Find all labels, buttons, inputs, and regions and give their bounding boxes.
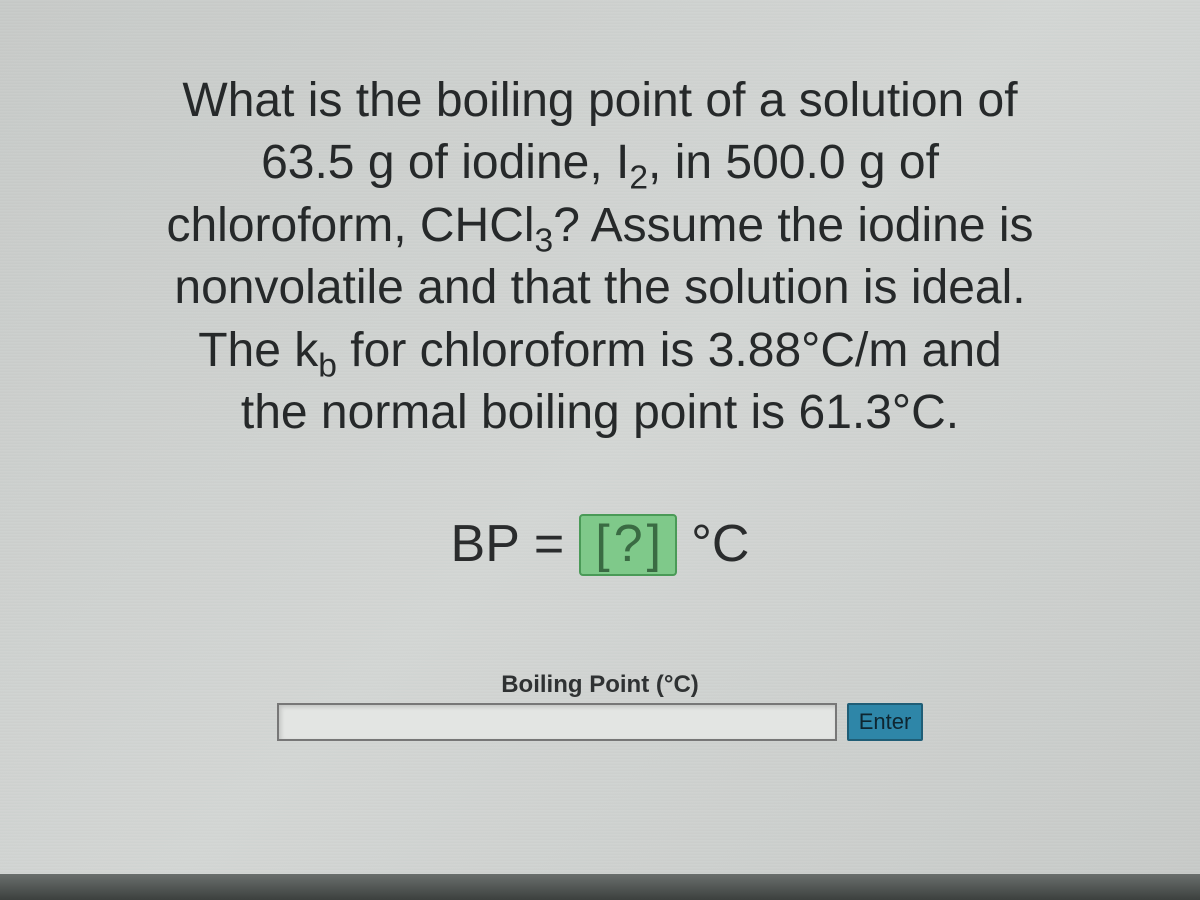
question-line-6: the normal boiling point is 61.3°C. bbox=[241, 386, 959, 439]
question-line-2b: , in 500.0 g of bbox=[648, 136, 939, 189]
question-line-2a: 63.5 g of iodine, I bbox=[261, 136, 629, 189]
answer-unit: °C bbox=[691, 514, 749, 574]
answer-input-label: Boiling Point (°C) bbox=[501, 671, 699, 699]
blank-bracket-right: ] bbox=[647, 518, 661, 570]
question-sub-kb: b bbox=[318, 347, 337, 384]
question-sub-i2: 2 bbox=[629, 160, 648, 197]
blank-question-mark: ? bbox=[614, 518, 643, 570]
question-line-1: What is the boiling point of a solution … bbox=[182, 74, 1017, 127]
screen-bezel-shadow bbox=[0, 874, 1200, 900]
question-line-3b: ? Assume the iodine is bbox=[553, 199, 1033, 252]
question-line-4: nonvolatile and that the solution is ide… bbox=[174, 261, 1025, 314]
blank-bracket-left: [ bbox=[595, 518, 609, 570]
question-panel: What is the boiling point of a solution … bbox=[0, 0, 1200, 900]
answer-expression: BP = [ ? ] °C bbox=[40, 514, 1160, 576]
question-line-5a: The k bbox=[198, 324, 318, 377]
answer-blank[interactable]: [ ? ] bbox=[579, 514, 677, 576]
enter-button[interactable]: Enter bbox=[847, 703, 924, 741]
answer-input-row: Enter bbox=[277, 703, 924, 741]
answer-input[interactable] bbox=[277, 703, 837, 741]
question-sub-chcl3: 3 bbox=[535, 222, 554, 259]
answer-input-area: Boiling Point (°C) Enter bbox=[40, 671, 1160, 741]
question-text: What is the boiling point of a solution … bbox=[40, 70, 1160, 444]
question-line-5b: for chloroform is 3.88°C/m and bbox=[337, 324, 1002, 377]
question-line-3a: chloroform, CHCl bbox=[166, 199, 534, 252]
answer-lhs: BP bbox=[451, 514, 520, 574]
equals-sign: = bbox=[534, 514, 565, 574]
